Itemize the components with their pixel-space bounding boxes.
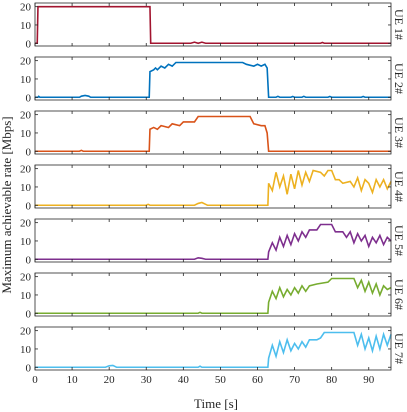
y-tick-label: 10: [20, 20, 32, 32]
y-tick-label: 0: [26, 254, 32, 266]
panel-ue-4: 0 10 20 UE 4#: [20, 164, 406, 213]
series-line-ue-1: [35, 5, 391, 45]
panel-ue-5: 0 10 20 UE 5#: [20, 218, 406, 267]
panel-frame: [34, 2, 392, 47]
y-tick-label: 10: [20, 290, 32, 302]
panel-label: UE 2#: [392, 63, 406, 94]
series-line-ue-6: [35, 277, 392, 315]
y-tick-label: 0: [26, 200, 32, 212]
series-line-ue-5: [35, 223, 392, 261]
panel-ue-6: 0 10 20 UE 6#: [20, 272, 406, 321]
y-tick-label: 20: [20, 110, 32, 122]
panel-label: UE 5#: [392, 225, 406, 256]
y-tick-label: 10: [20, 128, 32, 140]
x-tick-label: 60: [252, 374, 264, 386]
panel-label: UE 1#: [392, 9, 406, 40]
panel-frame: [34, 326, 392, 371]
y-tick-label: 0: [26, 146, 32, 158]
panel-ue-7: 0 10 20 UE 7#: [20, 326, 406, 375]
panel-label: UE 6#: [392, 279, 406, 310]
y-tick-label: 0: [26, 362, 32, 374]
panel-frame: [34, 56, 392, 101]
panel-frame: [34, 272, 392, 317]
x-tick-label: 20: [104, 374, 116, 386]
x-tick-label: 70: [289, 374, 301, 386]
series-line-ue-4: [35, 169, 392, 207]
panel-ue-2: 0 10 20 UE 2#: [20, 56, 406, 105]
y-tick-label: 20: [20, 326, 32, 338]
x-tick-label: 0: [32, 374, 38, 386]
y-tick-label: 10: [20, 344, 32, 356]
y-tick-label: 20: [20, 164, 32, 176]
panel-frame: [34, 218, 392, 263]
y-tick-label: 0: [26, 308, 32, 320]
x-tick-label: 80: [326, 374, 338, 386]
y-tick-label: 10: [20, 74, 32, 86]
panel-frame: [34, 164, 392, 209]
y-tick-label: 0: [26, 92, 32, 104]
panel-frame: [34, 110, 392, 155]
x-tick-label: 40: [178, 374, 190, 386]
x-axis-ticks: 0 10 20 30 40 50 60 70 80 90: [32, 374, 375, 386]
series-line-ue-2: [35, 61, 391, 99]
x-tick-label: 90: [363, 374, 375, 386]
y-tick-label: 10: [20, 236, 32, 248]
panel-label: UE 3#: [392, 117, 406, 148]
x-tick-label: 50: [215, 374, 227, 386]
y-axis-label: Maximum achievable rate [Mbps]: [0, 116, 14, 293]
series-line-ue-7: [35, 331, 392, 369]
chart-panels: 0 10 20 UE 1# 0 10 20 UE 2# 0 10 20 UE 3# 0 10 20 UE 4#…: [20, 2, 406, 375]
panel-ue-1: 0 10 20 UE 1#: [20, 2, 406, 51]
y-tick-label: 20: [20, 56, 32, 68]
panel-label: UE 4#: [392, 171, 406, 202]
x-axis-label: Time [s]: [194, 396, 238, 411]
x-tick-label: 10: [67, 374, 79, 386]
panel-label: UE 7#: [392, 333, 406, 364]
x-tick-label: 30: [141, 374, 153, 386]
panel-ue-3: 0 10 20 UE 3#: [20, 110, 406, 159]
y-tick-label: 0: [26, 38, 32, 50]
y-tick-label: 20: [20, 272, 32, 284]
y-tick-label: 10: [20, 182, 32, 194]
y-tick-label: 20: [20, 2, 32, 14]
y-tick-label: 20: [20, 218, 32, 230]
series-line-ue-3: [35, 115, 391, 153]
